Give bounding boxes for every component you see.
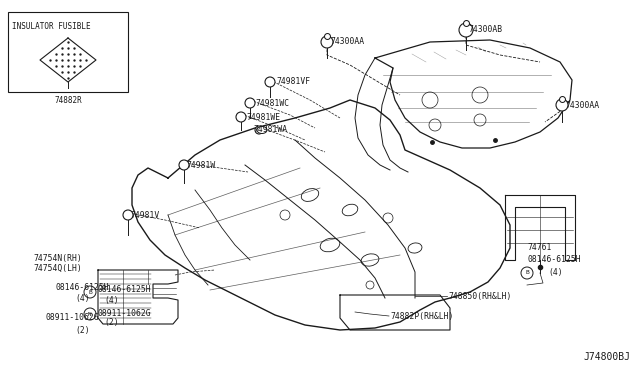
- Text: (4): (4): [75, 294, 90, 302]
- Text: 74981WE: 74981WE: [246, 112, 280, 122]
- Text: 74300AA: 74300AA: [330, 38, 364, 46]
- Circle shape: [459, 23, 473, 37]
- Text: (2): (2): [75, 326, 90, 334]
- Text: J74800BJ: J74800BJ: [583, 352, 630, 362]
- Text: 74300AB: 74300AB: [468, 26, 502, 35]
- Text: 08146-6125H: 08146-6125H: [55, 283, 109, 292]
- Text: 08146-6125H: 08146-6125H: [527, 256, 580, 264]
- Circle shape: [245, 98, 255, 108]
- Text: 08911-1062G: 08911-1062G: [45, 314, 99, 323]
- Circle shape: [255, 126, 263, 134]
- Text: 74754Q(LH): 74754Q(LH): [33, 263, 82, 273]
- Bar: [8, 12, 128, 92]
- Text: 748850(RH&LH): 748850(RH&LH): [448, 292, 511, 301]
- Text: 74882P(RH&LH): 74882P(RH&LH): [390, 311, 453, 321]
- Text: 74981W: 74981W: [186, 160, 215, 170]
- Circle shape: [123, 210, 133, 220]
- Text: INSULATOR FUSIBLE: INSULATOR FUSIBLE: [12, 22, 91, 31]
- Circle shape: [236, 112, 246, 122]
- Text: 08911-1062G: 08911-1062G: [98, 310, 152, 318]
- Text: 74754N(RH): 74754N(RH): [33, 253, 82, 263]
- Text: 74981WA: 74981WA: [253, 125, 287, 135]
- Text: 74981VF: 74981VF: [276, 77, 310, 87]
- Text: 74761: 74761: [527, 244, 552, 253]
- Text: (4): (4): [548, 267, 563, 276]
- Text: B: B: [88, 289, 92, 295]
- Text: B: B: [525, 270, 529, 276]
- Text: N: N: [88, 311, 92, 317]
- Text: (4): (4): [104, 295, 118, 305]
- Circle shape: [321, 36, 333, 48]
- Circle shape: [179, 160, 189, 170]
- Text: (2): (2): [104, 317, 118, 327]
- Circle shape: [265, 77, 275, 87]
- Text: 74981WC: 74981WC: [255, 99, 289, 108]
- Circle shape: [556, 99, 568, 111]
- Ellipse shape: [257, 126, 267, 134]
- Text: 74882R: 74882R: [54, 96, 82, 105]
- Text: 74300AA: 74300AA: [565, 100, 599, 109]
- Text: 74981V: 74981V: [130, 211, 159, 219]
- Text: 08146-6125H: 08146-6125H: [98, 285, 152, 295]
